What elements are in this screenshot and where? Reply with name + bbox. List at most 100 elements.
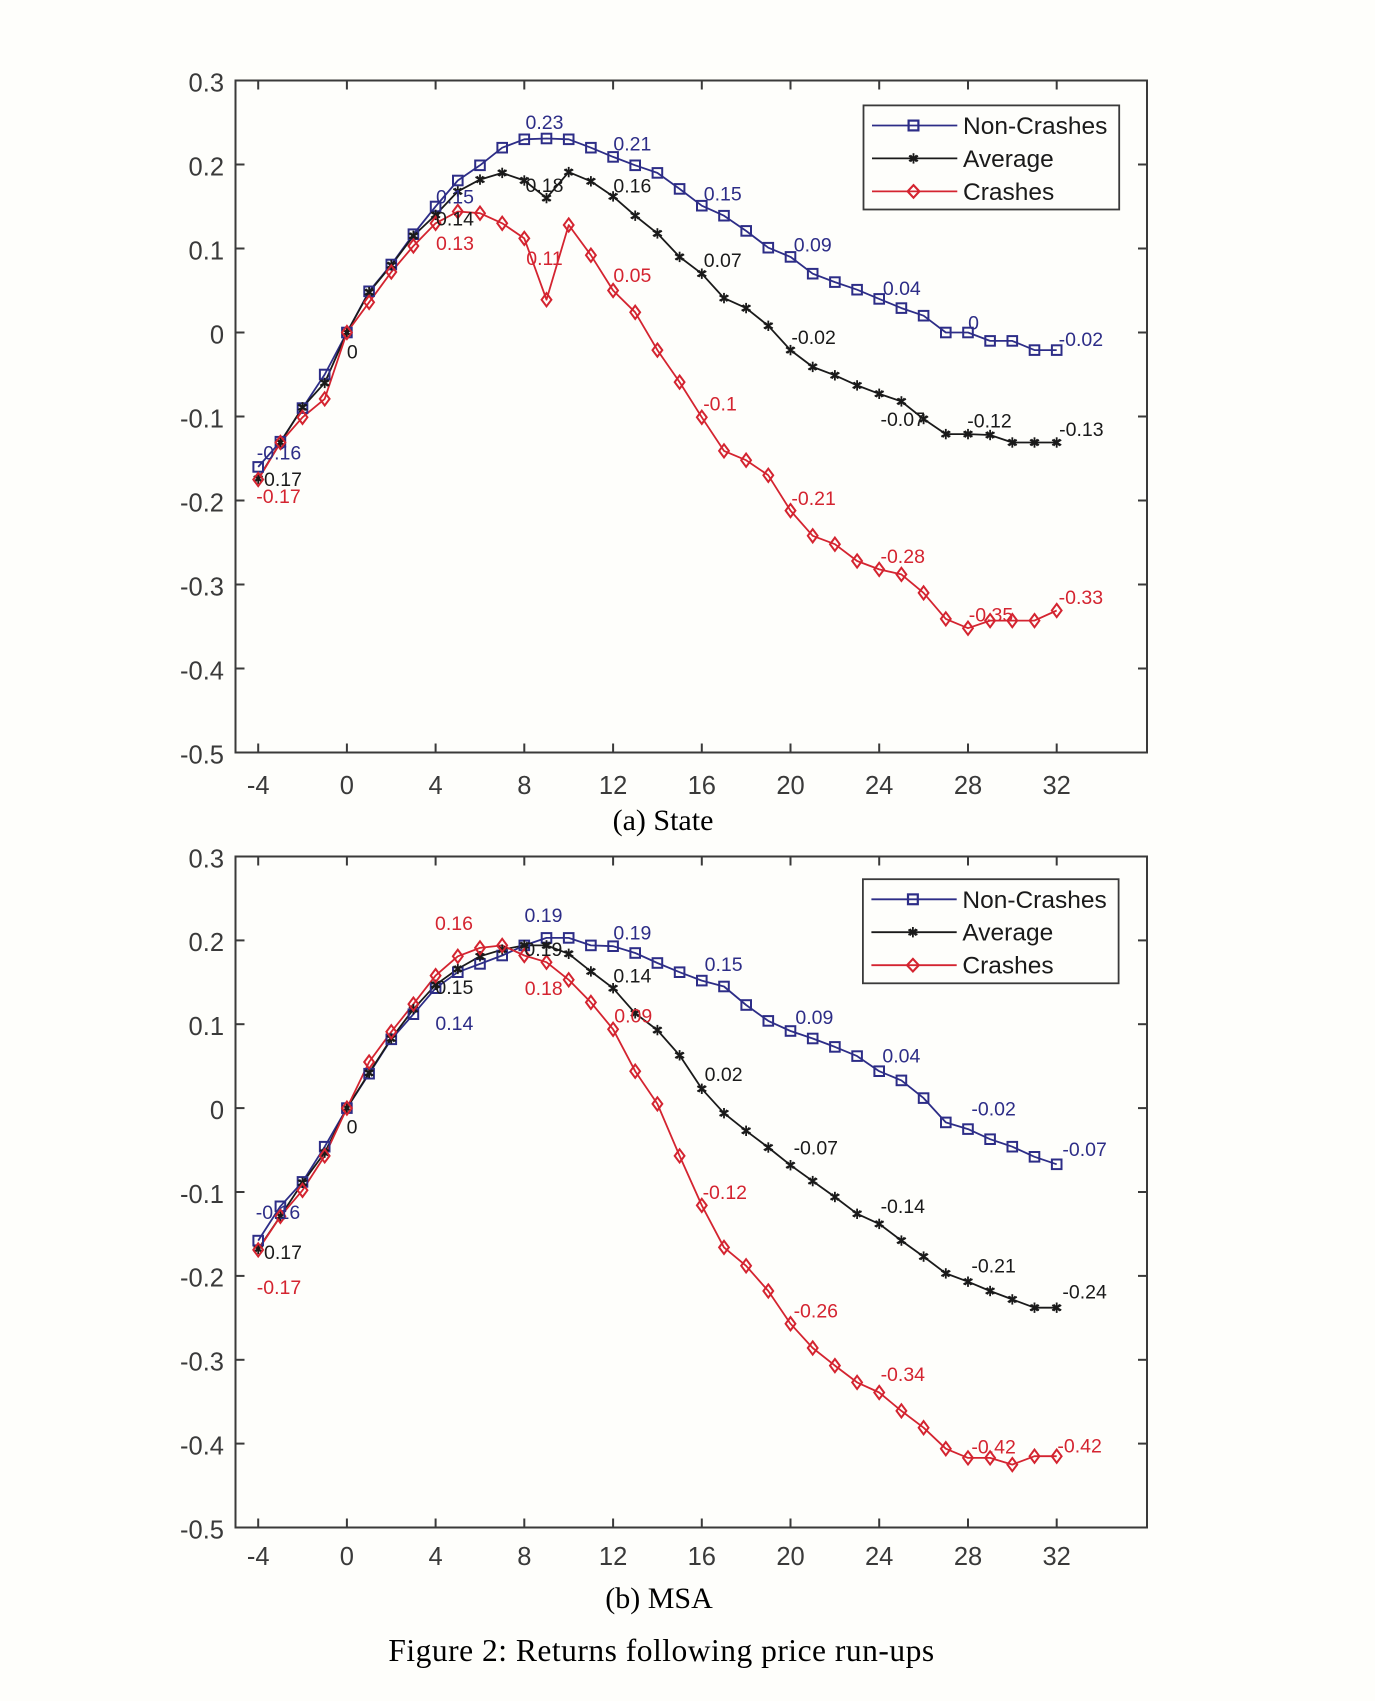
svg-text:-0.17: -0.17 (256, 486, 300, 508)
svg-text:0.09: 0.09 (795, 1007, 833, 1029)
svg-text:Crashes: Crashes (962, 953, 1053, 980)
svg-text:0.18: 0.18 (525, 978, 563, 1000)
svg-text:-0.07: -0.07 (794, 1137, 838, 1159)
svg-text:-0.21: -0.21 (791, 488, 835, 510)
svg-text:0.09: 0.09 (794, 235, 832, 257)
svg-text:(a) State: (a) State (613, 804, 714, 837)
svg-text:-0.12: -0.12 (967, 411, 1011, 433)
svg-text:-0.14: -0.14 (881, 1196, 926, 1218)
svg-text:0: 0 (347, 341, 358, 363)
svg-text:-0.5: -0.5 (180, 1516, 224, 1544)
svg-text:-4: -4 (247, 1543, 270, 1571)
svg-text:-0.02: -0.02 (791, 327, 835, 349)
svg-text:-0.2: -0.2 (180, 489, 224, 517)
svg-text:32: 32 (1043, 772, 1071, 800)
svg-text:-0.07: -0.07 (880, 409, 924, 431)
svg-text:0.15: 0.15 (705, 954, 743, 976)
svg-text:Crashes: Crashes (963, 179, 1054, 206)
svg-text:8: 8 (517, 1543, 531, 1571)
svg-text:-0.21: -0.21 (971, 1256, 1015, 1278)
svg-text:0.16: 0.16 (613, 175, 651, 197)
svg-text:0.18: 0.18 (526, 175, 564, 197)
svg-text:0.11: 0.11 (526, 248, 563, 270)
svg-text:0.05: 0.05 (613, 265, 651, 287)
svg-text:-0.12: -0.12 (703, 1182, 747, 1204)
svg-text:0.1: 0.1 (189, 237, 224, 265)
svg-text:-0.02: -0.02 (971, 1098, 1015, 1120)
svg-text:0.09: 0.09 (614, 1006, 652, 1028)
svg-text:0.23: 0.23 (526, 112, 564, 134)
svg-text:-0.1: -0.1 (180, 1181, 224, 1209)
svg-text:0: 0 (340, 772, 354, 800)
svg-text:(b) MSA: (b) MSA (605, 1582, 713, 1615)
svg-text:0.15: 0.15 (436, 187, 474, 209)
svg-text:0.17: 0.17 (264, 1242, 302, 1264)
svg-text:Non-Crashes: Non-Crashes (962, 887, 1106, 914)
svg-text:-0.02: -0.02 (1059, 329, 1103, 351)
svg-text:0.21: 0.21 (613, 133, 651, 155)
svg-text:8: 8 (517, 772, 531, 800)
svg-text:-0.07: -0.07 (1062, 1139, 1106, 1161)
svg-text:0.14: 0.14 (435, 1013, 473, 1035)
svg-text:20: 20 (776, 772, 804, 800)
svg-text:0: 0 (210, 1097, 224, 1125)
svg-text:0.19: 0.19 (524, 939, 562, 961)
svg-text:0: 0 (340, 1543, 354, 1571)
svg-text:0.04: 0.04 (883, 278, 921, 300)
svg-text:0.3: 0.3 (189, 69, 224, 97)
svg-text:0.15: 0.15 (435, 977, 473, 999)
svg-text:0.14: 0.14 (436, 209, 474, 231)
svg-text:0.02: 0.02 (705, 1064, 743, 1086)
svg-text:-0.28: -0.28 (880, 546, 924, 568)
svg-text:16: 16 (688, 772, 716, 800)
svg-text:0.19: 0.19 (613, 922, 651, 944)
svg-text:0.13: 0.13 (436, 233, 474, 255)
svg-text:-0.35: -0.35 (969, 604, 1014, 626)
svg-text:-4: -4 (247, 772, 270, 800)
svg-text:-0.24: -0.24 (1062, 1282, 1107, 1304)
svg-text:28: 28 (954, 1543, 982, 1571)
svg-text:-0.42: -0.42 (1057, 1435, 1101, 1457)
svg-text:4: 4 (429, 772, 443, 800)
svg-text:-0.17: -0.17 (257, 1277, 301, 1299)
svg-text:-0.1: -0.1 (703, 393, 737, 415)
svg-text:0.15: 0.15 (704, 184, 742, 206)
svg-text:-0.4: -0.4 (180, 1432, 224, 1460)
svg-text:Average: Average (963, 146, 1054, 173)
svg-text:0.1: 0.1 (189, 1013, 224, 1041)
svg-text:32: 32 (1043, 1543, 1071, 1571)
svg-text:-0.26: -0.26 (794, 1300, 838, 1322)
svg-text:24: 24 (865, 1543, 893, 1571)
svg-text:-0.3: -0.3 (180, 1349, 224, 1377)
svg-text:0.17: 0.17 (264, 469, 302, 491)
svg-text:0: 0 (347, 1117, 358, 1139)
svg-text:20: 20 (776, 1543, 804, 1571)
svg-text:-0.3: -0.3 (180, 573, 224, 601)
svg-text:4: 4 (429, 1543, 443, 1571)
svg-text:0: 0 (210, 321, 224, 349)
svg-text:-0.34: -0.34 (881, 1364, 926, 1386)
svg-text:12: 12 (599, 1543, 627, 1571)
svg-text:24: 24 (865, 772, 893, 800)
svg-text:Average: Average (962, 920, 1053, 947)
svg-text:-0.1: -0.1 (180, 405, 224, 433)
svg-text:0.2: 0.2 (189, 929, 224, 957)
svg-text:0.16: 0.16 (435, 913, 473, 935)
svg-text:-0.2: -0.2 (180, 1265, 224, 1293)
svg-text:-0.16: -0.16 (256, 1202, 300, 1224)
svg-text:-0.16: -0.16 (257, 442, 301, 464)
svg-text:Figure 2: Returns following pr: Figure 2: Returns following price run-up… (388, 1633, 934, 1668)
svg-text:0.2: 0.2 (189, 153, 224, 181)
svg-text:-0.4: -0.4 (180, 657, 224, 685)
svg-text:0.07: 0.07 (704, 250, 742, 272)
svg-text:28: 28 (954, 772, 982, 800)
svg-text:0.14: 0.14 (613, 966, 651, 988)
svg-text:-0.42: -0.42 (971, 1436, 1015, 1458)
svg-text:12: 12 (599, 772, 627, 800)
svg-text:0.3: 0.3 (189, 845, 224, 873)
svg-text:-0.13: -0.13 (1059, 419, 1103, 441)
svg-text:16: 16 (688, 1543, 716, 1571)
svg-text:0.04: 0.04 (882, 1045, 920, 1067)
svg-text:0.19: 0.19 (525, 905, 563, 927)
svg-text:Non-Crashes: Non-Crashes (963, 113, 1107, 140)
